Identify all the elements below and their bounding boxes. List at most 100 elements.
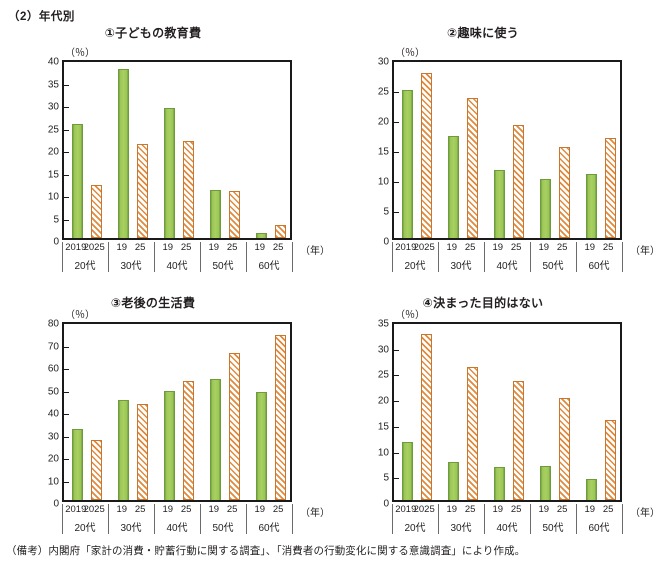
x-axis-tick-label: 2025 bbox=[413, 242, 435, 253]
y-axis-unit-label: （％） bbox=[395, 310, 425, 321]
x-axis-group-label: 30代 bbox=[450, 523, 472, 534]
x-axis-year-label: （年） bbox=[630, 246, 660, 257]
y-axis-tick-label: 25 bbox=[377, 86, 389, 98]
y-axis-tick-label: 0 bbox=[383, 498, 389, 510]
chart-panel-4: ④決まった目的はない （％） 0 5 10 15 20 25 30 35 2019 2025 19 25 1… bbox=[344, 294, 660, 548]
bar-20代-2019 bbox=[402, 90, 414, 238]
x-axis-tick-label: 19 bbox=[446, 242, 458, 253]
bar-50代-2025 bbox=[228, 190, 240, 238]
x-axis-tick-label: 19 bbox=[492, 504, 504, 515]
bar-30代-2019 bbox=[118, 400, 130, 500]
y-axis-tick-mark bbox=[394, 92, 399, 93]
bar-40代-2019 bbox=[494, 466, 506, 500]
y-axis-tick-label: 20 bbox=[377, 395, 389, 407]
chart-panel-3: ③老後の生活費 （％） 0 10 20 30 40 50 60 70 80 2019 2025 19 25 1… bbox=[14, 294, 344, 548]
bar-20代-2025 bbox=[420, 334, 432, 500]
bar-40代-2025 bbox=[182, 140, 194, 238]
bar-50代-2019 bbox=[210, 378, 222, 500]
y-axis-tick-mark bbox=[64, 436, 69, 438]
y-axis-tick-label: 40 bbox=[47, 408, 59, 420]
y-axis-unit-label: （％） bbox=[65, 48, 95, 59]
x-axis-group-divider bbox=[246, 504, 247, 534]
x-axis-group-divider bbox=[484, 242, 485, 272]
bar-60代-2019 bbox=[586, 173, 598, 238]
y-axis-tick-mark bbox=[394, 401, 399, 403]
y-axis-tick-label: 40 bbox=[47, 56, 59, 68]
y-axis-tick-mark bbox=[394, 182, 399, 183]
y-axis-tick-label: 10 bbox=[377, 176, 389, 188]
bar-60代-2019 bbox=[256, 392, 268, 500]
x-axis-group-label: 40代 bbox=[166, 261, 188, 272]
x-axis-year-label: （年） bbox=[300, 246, 330, 257]
bar-30代-2019 bbox=[448, 136, 460, 238]
x-axis-tick-label: 2025 bbox=[83, 242, 105, 253]
x-axis-group-label: 60代 bbox=[588, 523, 610, 534]
x-axis-group-divider bbox=[200, 504, 201, 534]
x-axis-tick-label: 19 bbox=[116, 504, 128, 515]
x-axis-group-divider bbox=[62, 242, 63, 272]
x-axis-group-divider bbox=[530, 242, 531, 272]
bar-60代-2025 bbox=[604, 419, 616, 500]
x-axis-tick-label: 25 bbox=[464, 504, 476, 515]
x-axis-tick-label: 25 bbox=[602, 242, 614, 253]
footnote: （備考）内閣府「家計の消費・貯蓄行動に関する調査」、「消費者の行動変化に関する意… bbox=[6, 545, 526, 557]
x-axis-tick-label-row: 2019 2025 19 25 19 25 19 25 19 25 bbox=[392, 504, 622, 518]
chart-panel-1: ①子どもの教育費 （％） 0 5 10 15 20 25 30 35 40 2019 2025 19 25 1… bbox=[14, 24, 344, 286]
x-axis-group-label-row: 20代 30代 40代 50代 60代 bbox=[392, 519, 622, 534]
x-axis-group-label: 50代 bbox=[212, 261, 234, 272]
x-axis-tick-label: 19 bbox=[162, 242, 174, 253]
chart-title: ②趣味に使う bbox=[447, 26, 519, 40]
bar-60代-2019 bbox=[586, 478, 598, 500]
y-axis-tick-mark bbox=[394, 152, 399, 153]
x-axis-tick-label: 19 bbox=[492, 242, 504, 253]
bar-20代-2025 bbox=[90, 439, 102, 500]
y-axis-tick-label: 50 bbox=[47, 386, 59, 397]
bar-40代-2019 bbox=[164, 107, 176, 238]
y-axis-tick-label: 25 bbox=[377, 369, 389, 381]
chart-panel-2: ②趣味に使う （％） 0 5 10 15 20 25 30 2019 2025 19 25 19 25 19 2… bbox=[344, 24, 660, 286]
x-axis-tick-label: 19 bbox=[538, 504, 550, 515]
x-axis-group-label: 60代 bbox=[588, 261, 610, 272]
x-axis-tick-label: 2019 bbox=[65, 242, 87, 253]
y-axis-tick-label: 30 bbox=[377, 56, 389, 68]
y-axis-tick-label: 60 bbox=[47, 363, 59, 375]
x-axis-tick-label: 19 bbox=[254, 242, 266, 253]
y-axis-tick-mark bbox=[64, 174, 69, 176]
y-axis-tick-mark bbox=[64, 107, 69, 108]
bar-40代-2025 bbox=[182, 380, 194, 500]
y-axis-tick-label: 35 bbox=[47, 79, 59, 90]
x-axis-group-label: 50代 bbox=[212, 523, 234, 534]
y-axis-tick-mark bbox=[64, 219, 69, 221]
y-axis-tick-label: 30 bbox=[377, 344, 389, 356]
plot-area: 0 5 10 15 20 25 30 35 bbox=[378, 319, 622, 510]
bar-60代-2025 bbox=[274, 335, 286, 500]
x-axis-group-label: 50代 bbox=[542, 523, 564, 534]
chart-title: ③老後の生活費 bbox=[110, 296, 196, 310]
y-axis-tick-mark bbox=[64, 84, 69, 86]
x-axis-tick-label: 2019 bbox=[395, 242, 417, 253]
y-axis-tick-label: 35 bbox=[377, 318, 389, 330]
x-axis-group-divider bbox=[622, 504, 623, 534]
y-axis-tick-mark bbox=[64, 197, 69, 198]
x-axis-tick-label: 19 bbox=[116, 242, 128, 253]
bar-30代-2025 bbox=[466, 367, 478, 500]
y-axis-unit-label: （％） bbox=[65, 310, 95, 321]
x-axis-group-divider bbox=[246, 242, 247, 272]
y-axis-tick-label: 10 bbox=[377, 447, 389, 459]
bar-30代-2025 bbox=[136, 143, 148, 238]
y-axis-tick-label: 30 bbox=[47, 431, 59, 442]
bar-20代-2019 bbox=[402, 441, 414, 500]
bar-50代-2019 bbox=[540, 465, 552, 500]
y-axis-tick-mark bbox=[394, 212, 399, 213]
chart-title: ④決まった目的はない bbox=[422, 296, 544, 310]
bar-30代-2025 bbox=[136, 403, 148, 500]
x-axis-group-label: 20代 bbox=[404, 261, 426, 272]
x-axis-group-label-row: 20代 30代 40代 50代 60代 bbox=[392, 257, 622, 272]
x-axis-tick-label: 25 bbox=[510, 504, 522, 515]
x-axis-group-divider bbox=[438, 504, 439, 534]
x-axis-group-label: 20代 bbox=[404, 523, 426, 534]
x-axis-group-label: 30代 bbox=[120, 523, 142, 534]
y-axis-tick-mark bbox=[64, 346, 69, 348]
x-axis-tick-label: 19 bbox=[584, 504, 596, 515]
x-axis-group-label: 40代 bbox=[496, 523, 518, 534]
